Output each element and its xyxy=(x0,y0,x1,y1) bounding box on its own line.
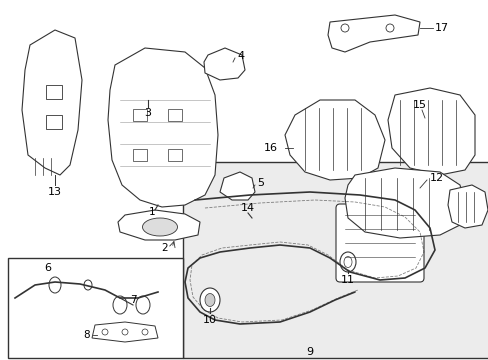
FancyBboxPatch shape xyxy=(168,149,182,161)
Ellipse shape xyxy=(204,293,215,306)
FancyBboxPatch shape xyxy=(46,85,62,99)
Polygon shape xyxy=(220,172,254,200)
FancyBboxPatch shape xyxy=(183,162,488,358)
Text: 4: 4 xyxy=(237,51,244,61)
Polygon shape xyxy=(92,322,158,342)
Ellipse shape xyxy=(136,296,150,314)
Text: 17: 17 xyxy=(434,23,448,33)
Circle shape xyxy=(385,24,393,32)
Ellipse shape xyxy=(138,72,158,99)
Text: 7: 7 xyxy=(129,295,136,305)
FancyBboxPatch shape xyxy=(335,204,423,282)
FancyBboxPatch shape xyxy=(46,115,62,129)
Polygon shape xyxy=(285,100,384,180)
Text: 14: 14 xyxy=(241,203,255,213)
Text: 9: 9 xyxy=(306,347,313,357)
Polygon shape xyxy=(22,30,82,175)
Circle shape xyxy=(102,329,108,335)
Ellipse shape xyxy=(339,252,355,272)
Polygon shape xyxy=(345,168,464,238)
Ellipse shape xyxy=(84,280,92,290)
Polygon shape xyxy=(327,15,419,52)
Text: 10: 10 xyxy=(203,315,217,325)
Text: 8: 8 xyxy=(83,330,90,340)
Ellipse shape xyxy=(142,218,177,236)
Text: 5: 5 xyxy=(257,178,264,188)
Text: 11: 11 xyxy=(340,275,354,285)
Circle shape xyxy=(340,24,348,32)
Text: 1: 1 xyxy=(148,207,155,217)
Text: 13: 13 xyxy=(48,187,62,197)
Polygon shape xyxy=(203,48,244,80)
Ellipse shape xyxy=(134,68,162,103)
Text: 15: 15 xyxy=(412,100,426,110)
Polygon shape xyxy=(387,88,474,175)
Ellipse shape xyxy=(113,296,127,314)
Polygon shape xyxy=(108,48,218,207)
Text: 2: 2 xyxy=(162,243,168,253)
Text: 16: 16 xyxy=(264,143,278,153)
Polygon shape xyxy=(447,185,487,228)
Text: 3: 3 xyxy=(144,108,151,118)
Circle shape xyxy=(142,329,148,335)
FancyBboxPatch shape xyxy=(133,109,147,121)
FancyBboxPatch shape xyxy=(133,149,147,161)
Circle shape xyxy=(122,329,128,335)
Polygon shape xyxy=(118,210,200,240)
Text: 6: 6 xyxy=(44,263,51,273)
Ellipse shape xyxy=(49,277,61,293)
Ellipse shape xyxy=(200,288,220,312)
FancyBboxPatch shape xyxy=(8,258,183,358)
FancyBboxPatch shape xyxy=(168,109,182,121)
Ellipse shape xyxy=(343,256,351,267)
Text: 12: 12 xyxy=(429,173,443,183)
